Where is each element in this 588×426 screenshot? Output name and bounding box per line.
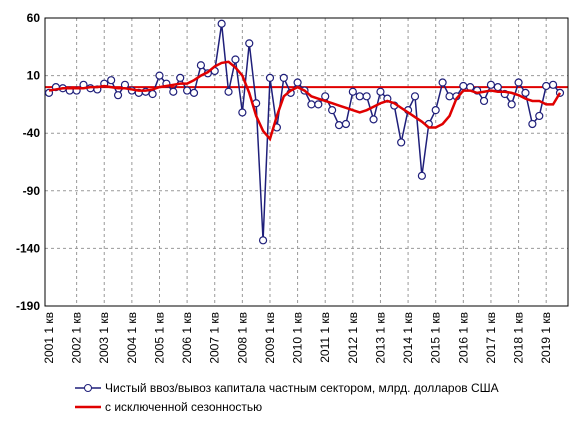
x-tick-label: 2005 1 кв [152,312,166,364]
data-point [224,87,233,96]
x-tick-label: 2012 1 кв [346,312,360,364]
data-point [535,111,544,121]
data-point [507,100,516,109]
y-tick-label: 10 [27,69,41,83]
x-tick-label: 2003 1 кв [97,312,111,364]
data-point [548,80,558,89]
y-tick-label: -40 [23,126,41,140]
data-point [169,87,178,96]
data-point [328,106,337,115]
x-tick-label: 2017 1 кв [484,312,498,364]
data-point [217,19,226,28]
data-point [431,106,440,115]
data-point [376,87,385,96]
series-line [48,60,562,142]
data-point [279,73,288,83]
data-point [231,55,240,64]
data-point [148,89,157,99]
data-point [348,87,357,96]
x-tick-label: 2011 1 кв [318,312,332,363]
y-tick-label: -140 [16,241,40,255]
y-tick-label: 60 [27,11,41,25]
data-point [189,88,199,97]
data-point [397,138,406,147]
x-tick-label: 2008 1 кв [235,312,249,364]
data-point [528,119,537,129]
data-point [321,92,330,101]
data-point [479,96,489,106]
data-point [369,115,378,124]
data-point [334,121,344,130]
data-point [196,61,206,70]
x-tick-label: 2010 1 кв [291,312,305,364]
data-point [265,73,275,83]
x-tick-label: 2007 1 кв [208,312,222,364]
data-point [113,91,123,100]
plot-border [44,17,569,307]
legend-label: Чистый ввоз/вывоз капитала частным секто… [105,381,499,395]
legend-marker [84,384,92,392]
data-point [107,76,116,85]
data-point [521,88,530,97]
data-point [410,92,420,101]
data-point [314,100,323,109]
data-point [438,78,447,87]
plot-area [44,17,569,307]
data-point [258,236,268,245]
x-tick-label: 2015 1 кв [429,312,443,364]
data-point [238,108,247,117]
x-tick-label: 2006 1 кв [180,312,194,364]
x-tick-label: 2018 1 кв [512,312,526,364]
y-tick-label: -190 [16,299,40,313]
x-tick-label: 2001 1 кв [42,312,56,364]
data-point [493,83,502,92]
x-tick-label: 2009 1 кв [263,312,277,364]
x-tick-label: 2013 1 кв [373,312,387,364]
data-point [445,92,454,101]
y-tick-label: -90 [23,184,41,198]
legend-label: с исключенной сезонностью [105,400,262,414]
x-tick-label: 2014 1 кв [401,312,415,364]
data-point [514,78,523,87]
data-point [355,92,364,101]
data-point [245,39,254,48]
data-point [486,80,496,89]
data-point [183,86,192,95]
x-tick-label: 2019 1 кв [539,312,553,364]
data-point [293,78,302,87]
data-point [542,81,551,91]
x-tick-label: 2004 1 кв [125,312,139,364]
data-point [307,100,316,109]
data-point [417,171,426,180]
data-point [362,92,371,101]
data-point [459,81,468,91]
data-point [341,119,351,129]
x-tick-label: 2002 1 кв [70,312,84,364]
data-point [155,71,164,80]
x-tick-label: 2016 1 кв [456,312,470,364]
data-point [176,73,185,83]
